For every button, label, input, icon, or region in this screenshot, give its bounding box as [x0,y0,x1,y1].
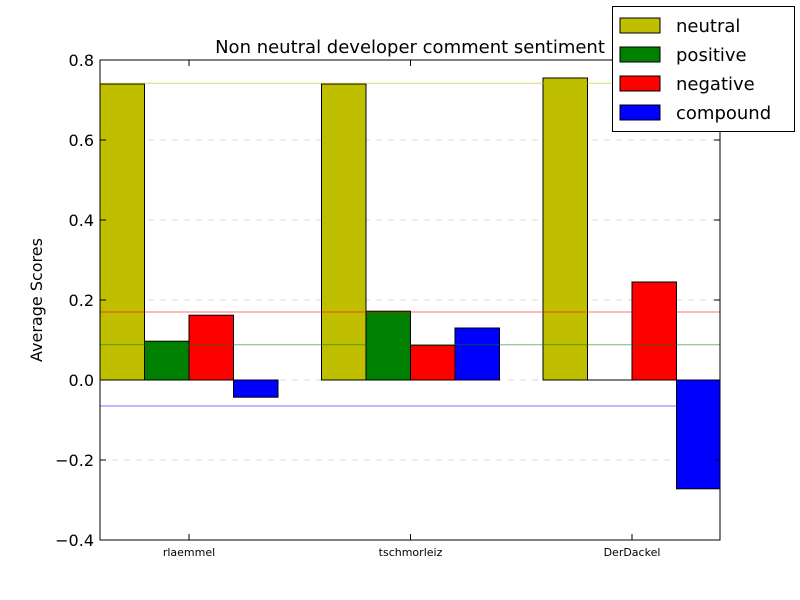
legend-swatch-positive [619,46,661,63]
bar-neutral-DerDackel [542,77,588,381]
legend-swatch-negative [619,75,661,92]
y-tick-label: −0.4 [55,531,94,550]
bar-compound-DerDackel [676,379,720,490]
bar-compound-rlaemmel [233,379,279,398]
legend-swatch-neutral [619,17,661,34]
y-tick-label: 0.2 [69,291,94,310]
bar-negative-rlaemmel [188,314,234,381]
y-tick-label: −0.2 [55,451,94,470]
bar-compound-tschmorleiz [454,327,500,381]
legend-label-neutral: neutral [676,16,740,37]
bar-positive-tschmorleiz [365,310,411,381]
bar-positive-rlaemmel [144,340,190,381]
bar-negative-DerDackel [631,281,677,381]
y-tick-label: 0.6 [69,131,94,150]
bar-neutral-tschmorleiz [321,83,367,381]
y-tick-label: 0.8 [69,51,94,70]
x-tick-label-tschmorleiz: tschmorleiz [379,546,443,559]
chart-title: Non neutral developer comment sentiment [215,37,605,58]
legend-label-positive: positive [676,45,747,66]
y-axis-label: Average Scores [27,238,46,362]
bar-neutral-rlaemmel [100,83,145,381]
legend-label-compound: compound [676,103,771,124]
legend-swatch-compound [619,104,661,121]
y-tick-label: 0.4 [69,211,94,230]
x-tick-label-DerDackel: DerDackel [604,546,661,559]
bar-negative-tschmorleiz [410,344,456,381]
legend-label-negative: negative [676,74,755,95]
legend: neutral positive negative compound [612,6,795,132]
y-tick-label: 0.0 [69,371,94,390]
x-tick-label-rlaemmel: rlaemmel [163,546,215,559]
